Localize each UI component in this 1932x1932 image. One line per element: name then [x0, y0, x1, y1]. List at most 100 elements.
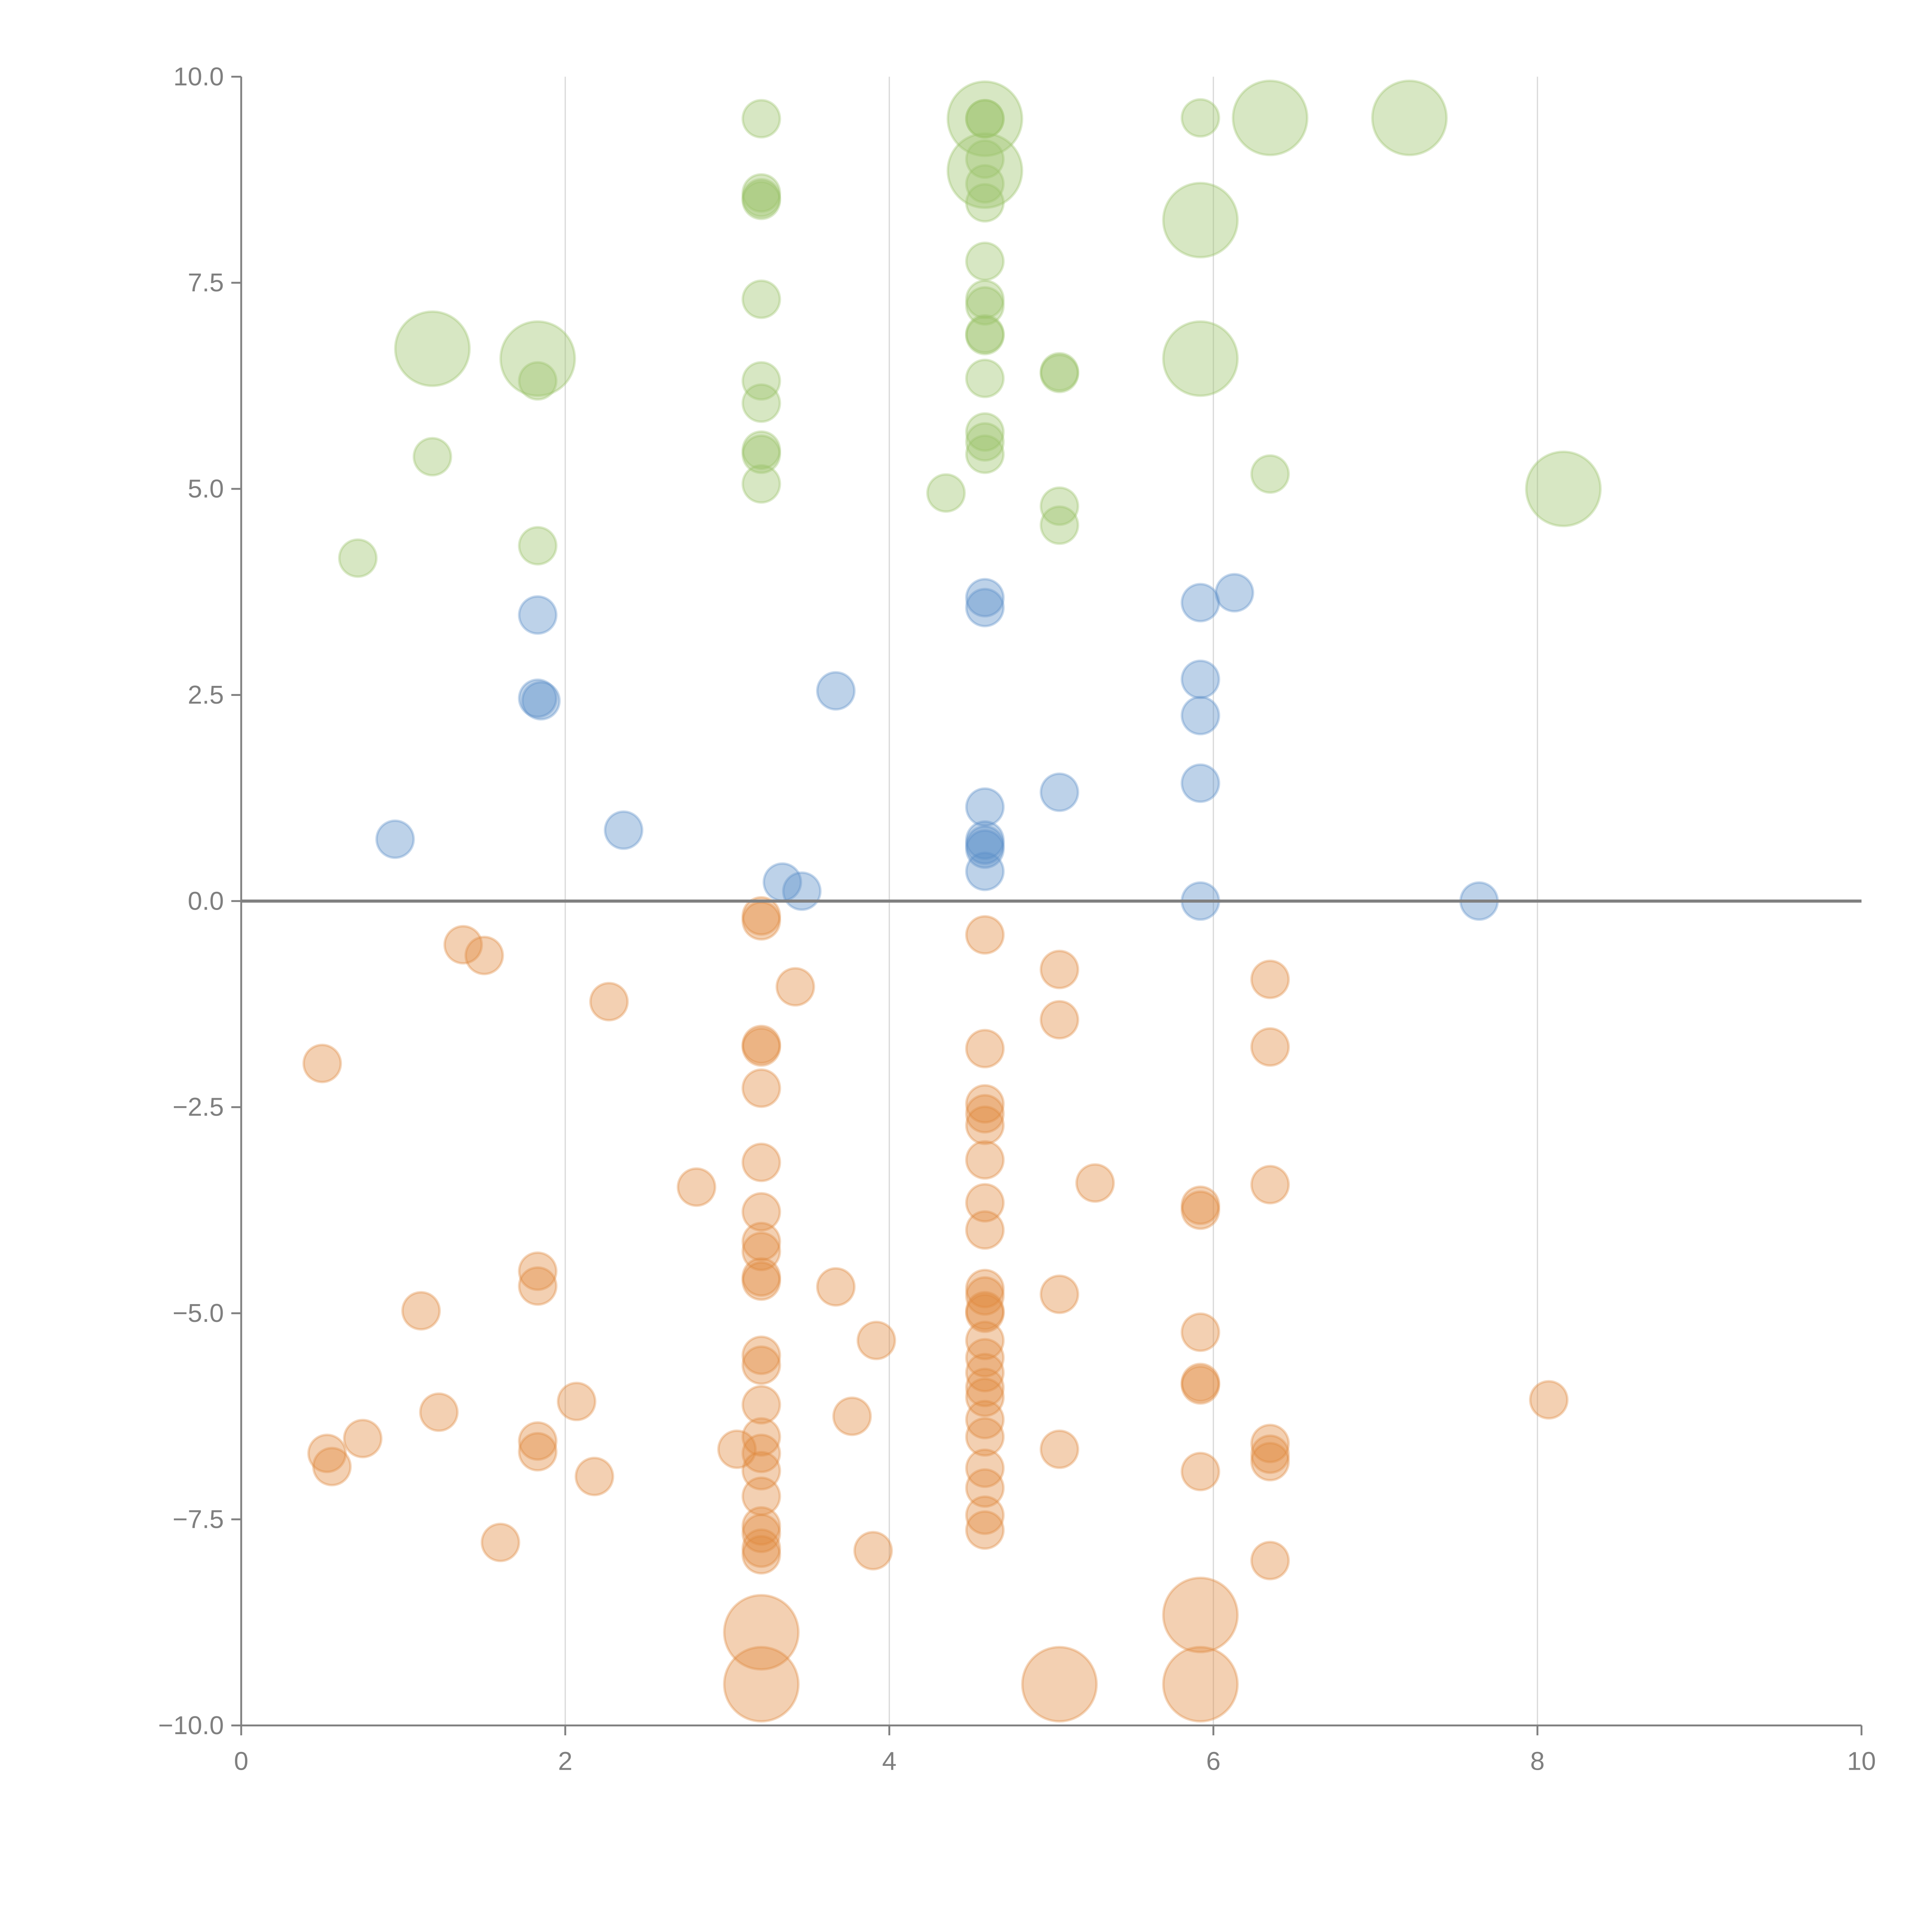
x-ticks: 0 2 4 6 8 10	[234, 1725, 1876, 1776]
bubble-green	[742, 180, 781, 220]
bubble-orange	[742, 896, 781, 936]
bubble-orange	[1250, 1423, 1290, 1463]
series-blue	[375, 573, 1499, 921]
y-tick-label: 2.5	[188, 680, 224, 709]
bubble-orange	[965, 1183, 1005, 1223]
bubble-orange	[742, 1143, 781, 1182]
bubble-orange	[723, 1646, 800, 1723]
bubble-green	[965, 164, 1005, 204]
bubble-green	[1525, 450, 1602, 527]
bubble-green	[965, 139, 1005, 179]
bubble-orange	[1250, 1027, 1290, 1067]
bubble-blue	[965, 825, 1005, 865]
bubble-green	[965, 242, 1005, 281]
bubble-green	[1039, 486, 1080, 526]
bubble-green	[742, 430, 781, 470]
bubble-orange	[965, 1105, 1005, 1145]
bubble-green	[1039, 505, 1080, 545]
y-tick-label: −10.0	[158, 1711, 224, 1740]
x-tick-label: 6	[1206, 1747, 1221, 1776]
bubble-blue	[965, 787, 1005, 827]
bubble-blue	[518, 595, 558, 635]
bubble-green	[742, 464, 781, 504]
bubble-orange	[832, 1396, 872, 1436]
y-tick-label: 7.5	[188, 268, 224, 297]
bubble-blue	[375, 819, 415, 859]
bubble-green	[965, 359, 1005, 398]
bubble-blue	[1180, 763, 1220, 803]
bubble-green	[742, 434, 781, 474]
bubble-orange	[742, 1528, 781, 1568]
bubble-orange	[965, 1510, 1005, 1550]
bubble-orange	[1021, 1646, 1098, 1723]
bubble-orange	[1162, 1577, 1239, 1653]
bubble-green	[742, 279, 781, 319]
bubble-blue	[816, 671, 856, 711]
bubble-green	[1039, 354, 1080, 393]
bubble-blue	[521, 681, 561, 721]
bubble-green	[926, 473, 966, 513]
bubble-orange	[419, 1392, 459, 1432]
bubble-orange	[965, 1291, 1005, 1331]
bubble-green	[742, 361, 781, 401]
bubble-green	[965, 286, 1005, 326]
bubble-blue	[965, 820, 1005, 860]
bubble-green	[518, 526, 558, 566]
bubble-orange	[1075, 1163, 1115, 1203]
bubble-blue	[1180, 696, 1220, 736]
bubble-orange	[965, 1417, 1005, 1457]
bubble-orange	[965, 1269, 1005, 1308]
bubble-orange	[965, 1378, 1005, 1417]
bubble-orange	[677, 1167, 716, 1207]
bubble-orange	[742, 1514, 781, 1553]
bubble-green	[965, 99, 1005, 139]
bubble-orange	[742, 1221, 781, 1262]
bubble-orange	[1180, 1452, 1220, 1492]
bubble-orange	[742, 1335, 781, 1375]
bubble-orange	[464, 935, 504, 975]
bubble-blue	[782, 871, 822, 911]
bubble-orange	[1180, 1362, 1220, 1403]
bubble-green	[965, 412, 1005, 452]
bubble-orange	[307, 1434, 347, 1473]
bubble-orange	[518, 1432, 558, 1472]
bubble-orange	[742, 1385, 781, 1425]
bubble-orange	[723, 1594, 800, 1671]
bubble-blue	[1214, 573, 1254, 613]
bubble-green	[412, 437, 452, 477]
bubble-orange	[480, 1522, 520, 1563]
bubble-orange	[1250, 1442, 1290, 1481]
bubble-orange	[1180, 1312, 1220, 1352]
bubble-orange	[965, 1448, 1005, 1488]
y-tick-label: 10.0	[173, 62, 224, 91]
bubble-blue	[1180, 659, 1220, 699]
bubble-green	[742, 173, 781, 213]
bubble-green	[965, 422, 1005, 462]
x-tick-label: 8	[1530, 1747, 1544, 1776]
bubble-orange	[965, 1276, 1005, 1316]
bubble-green	[1162, 182, 1239, 259]
bubble-green	[1231, 79, 1309, 156]
bubble-blue	[965, 829, 1005, 869]
bubble-orange	[575, 1456, 614, 1497]
bubble-orange	[742, 1231, 781, 1271]
y-tick-label: −5.0	[173, 1299, 224, 1328]
bubble-orange	[518, 1421, 558, 1461]
bubble-green	[965, 99, 1005, 139]
bubble-green	[965, 183, 1005, 223]
bubble-orange	[853, 1531, 893, 1571]
bubble-orange	[1162, 1646, 1239, 1723]
bubble-green	[742, 178, 781, 218]
bubble-orange	[856, 1320, 896, 1361]
bubble-orange	[1180, 1365, 1220, 1405]
bubble-orange	[965, 1400, 1005, 1440]
bubble-orange	[1039, 1429, 1080, 1469]
bubble-orange	[965, 1293, 1005, 1333]
bubble-orange	[443, 925, 483, 965]
x-tick-label: 10	[1847, 1747, 1876, 1776]
bubble-orange	[742, 1345, 781, 1385]
bubble-orange	[965, 1367, 1005, 1407]
bubble-orange	[1180, 1185, 1220, 1225]
bubble-green	[499, 320, 576, 397]
